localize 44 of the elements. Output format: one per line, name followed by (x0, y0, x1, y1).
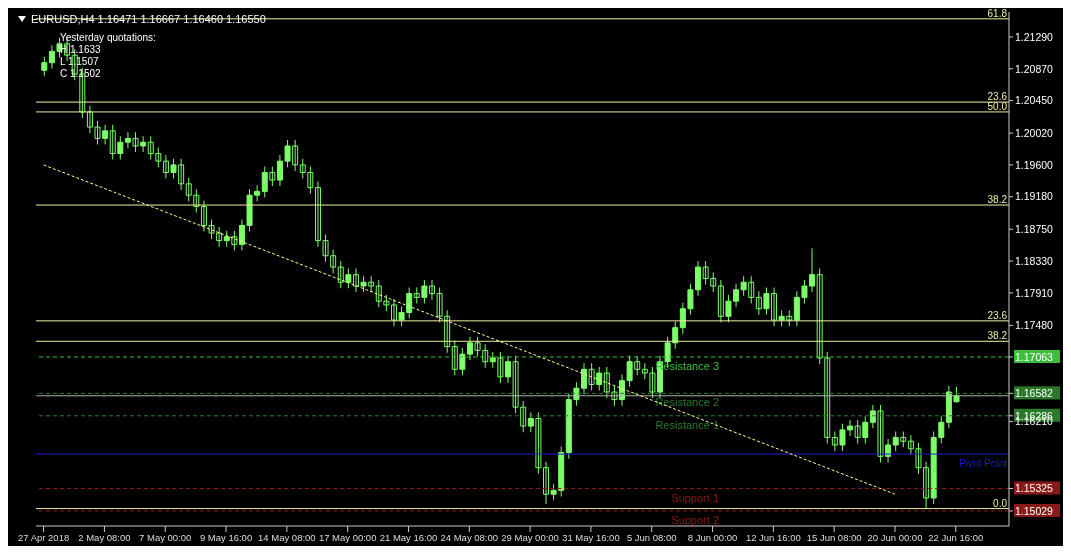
x-tick-label: 20 Jun 00:00 (867, 531, 923, 543)
y-tick-label: 1.18750 (1015, 222, 1054, 235)
annotation: 23.6 (987, 309, 1008, 321)
y-tick-label: 1.19600 (1015, 158, 1054, 171)
annotation: 50.0 (987, 100, 1008, 112)
ref-line-label: Resistance 1 (655, 418, 719, 431)
y-tick-label: 1.16582 (1015, 387, 1054, 400)
y-tick-label: 1.18330 (1015, 254, 1054, 267)
ref-line-label: Support 1 (671, 491, 719, 504)
x-tick-label: 8 Jun 00:00 (687, 531, 738, 543)
x-tick-label: 12 Jun 16:00 (745, 531, 801, 543)
x-tick-label: 21 May 16:00 (379, 531, 438, 543)
y-tick-label: 1.15029 (1015, 504, 1054, 517)
annotation: 38.2 (987, 330, 1008, 342)
x-tick-label: 15 Jun 08:00 (806, 531, 862, 543)
annotation: 23.6 (987, 91, 1008, 103)
candlestick (41, 56, 48, 77)
x-tick-label: 7 May 00:00 (139, 531, 192, 543)
x-tick-label: 29 May 00:00 (501, 531, 559, 543)
x-tick-label: 24 May 08:00 (440, 531, 499, 543)
x-tick-label: 17 May 00:00 (318, 531, 377, 543)
ref-line-label: Support 2 (671, 513, 719, 526)
x-tick-label: 14 May 08:00 (258, 531, 316, 543)
y-tick-label: 1.20870 (1015, 62, 1054, 75)
x-tick-label: 22 Jun 16:00 (928, 531, 984, 543)
y-tick-label: 1.20450 (1015, 94, 1054, 107)
x-tick-label: 31 May 16:00 (562, 531, 620, 543)
y-tick-label: 1.17480 (1015, 319, 1054, 332)
y-tick-label: 1.21290 (1015, 30, 1054, 43)
x-tick-label: 27 Apr 2018 (17, 531, 70, 543)
annotation: 61.8 (987, 7, 1008, 19)
ref-line-label: Pivot Point (959, 458, 1008, 470)
annotation: Yesterday quotations: (60, 32, 156, 44)
x-tick-label: 2 May 08:00 (78, 531, 131, 543)
x-tick-label: 5 Jun 08:00 (626, 531, 677, 543)
y-tick-label: 1.19180 (1015, 190, 1054, 203)
annotation: 38.2 (987, 194, 1008, 206)
annotation: 0.0 (993, 497, 1008, 509)
x-tick-label: 9 May 16:00 (199, 531, 253, 543)
y-tick-label: 1.17063 (1015, 350, 1054, 363)
y-tick-label: 1.20020 (1015, 126, 1054, 139)
ref-line-label: Resistance 2 (655, 396, 719, 409)
y-tick-label: 1.15325 (1015, 482, 1054, 495)
y-tick-label: 1.17910 (1015, 286, 1054, 299)
